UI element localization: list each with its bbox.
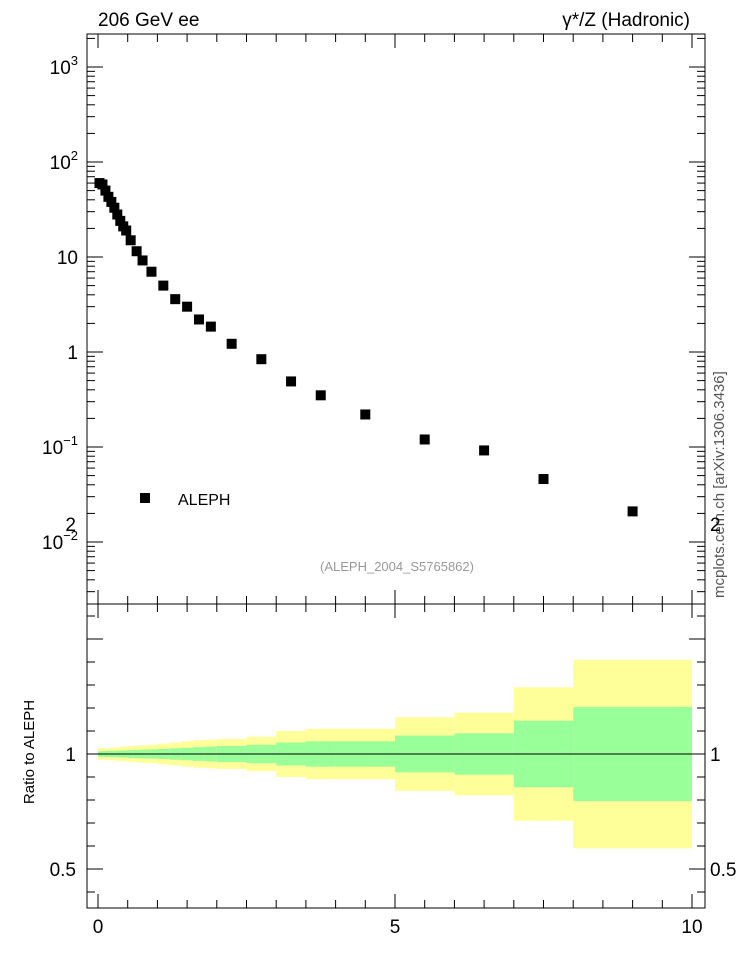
ratio-frame <box>86 603 706 909</box>
ratio-y-axis-label: Ratio to ALEPH <box>21 700 38 804</box>
ratio-y-axis: 0.5 0.5 1 1 2 2 <box>50 515 736 893</box>
main-y-tick-label: 10−1 <box>42 433 78 459</box>
aleph-data-point <box>182 301 193 312</box>
legend-marker <box>140 493 150 503</box>
header-right-label: γ*/Z (Hadronic) <box>562 10 690 31</box>
aleph-data-point <box>146 266 157 277</box>
aleph-data-point <box>226 338 237 349</box>
ratio-y-tick-label-right: 0.5 <box>710 860 736 881</box>
header-left-label: 206 GeV ee <box>98 10 199 31</box>
aleph-data-point <box>419 434 430 445</box>
main-plot-area <box>94 178 638 517</box>
aleph-data-point <box>170 294 181 305</box>
aleph-data-point <box>538 474 549 485</box>
aleph-data-point <box>193 314 204 325</box>
ratio-x-tick-label: 10 <box>681 917 702 938</box>
ratio-x-axis: 0 5 10 <box>93 604 703 938</box>
analysis-tag: (ALEPH_2004_S5765862) <box>320 559 474 574</box>
aleph-data-point <box>103 191 114 202</box>
aleph-data-point <box>125 235 136 246</box>
aleph-data-point <box>360 409 371 420</box>
legend: ALEPH <box>140 492 230 509</box>
main-frame <box>86 33 706 605</box>
ratio-y-tick-label-right: 2 <box>710 515 721 536</box>
ratio-y-tick-label: 0.5 <box>50 860 76 881</box>
main-y-tick-label: 102 <box>50 148 78 174</box>
aleph-data-point <box>137 255 148 266</box>
aleph-data-point <box>158 280 169 291</box>
main-x-axis <box>97 34 693 604</box>
aleph-data-point <box>115 215 126 226</box>
aleph-data-point <box>286 376 297 387</box>
legend-label: ALEPH <box>178 492 230 509</box>
ratio-panel: 0.5 0.5 1 1 2 2 0 5 10 Ratio to ALEPH <box>21 515 736 938</box>
aleph-data-point <box>121 225 132 236</box>
aleph-data-point <box>256 354 267 365</box>
ratio-y-tick-label: 1 <box>65 745 76 766</box>
side-label: mcplots.cern.ch [arXiv:1306.3436] <box>711 371 728 598</box>
main-y-tick-label: 10−2 <box>42 528 78 554</box>
aleph-data-point <box>100 185 111 196</box>
aleph-data-point <box>106 196 117 207</box>
aleph-data-point <box>479 445 490 456</box>
main-y-tick-label: 1 <box>67 343 78 364</box>
aleph-data-point <box>131 246 142 257</box>
aleph-data-point <box>97 179 108 190</box>
aleph-data-point <box>627 506 638 517</box>
ratio-y-tick-label: 2 <box>65 515 76 536</box>
aleph-data-point <box>109 202 120 213</box>
ratio-x-tick-label: 5 <box>390 917 401 938</box>
main-y-axis: 10−2 10−1 1 10 102 103 <box>42 37 705 593</box>
aleph-data-point <box>315 390 326 401</box>
ratio-x-tick-label: 0 <box>93 917 104 938</box>
main-y-tick-label: 10 <box>57 248 78 269</box>
main-y-tick-label: 103 <box>50 53 78 79</box>
ratio-y-tick-label-right: 1 <box>710 745 721 766</box>
aleph-data-point <box>205 321 216 332</box>
aleph-data-point <box>112 209 123 220</box>
